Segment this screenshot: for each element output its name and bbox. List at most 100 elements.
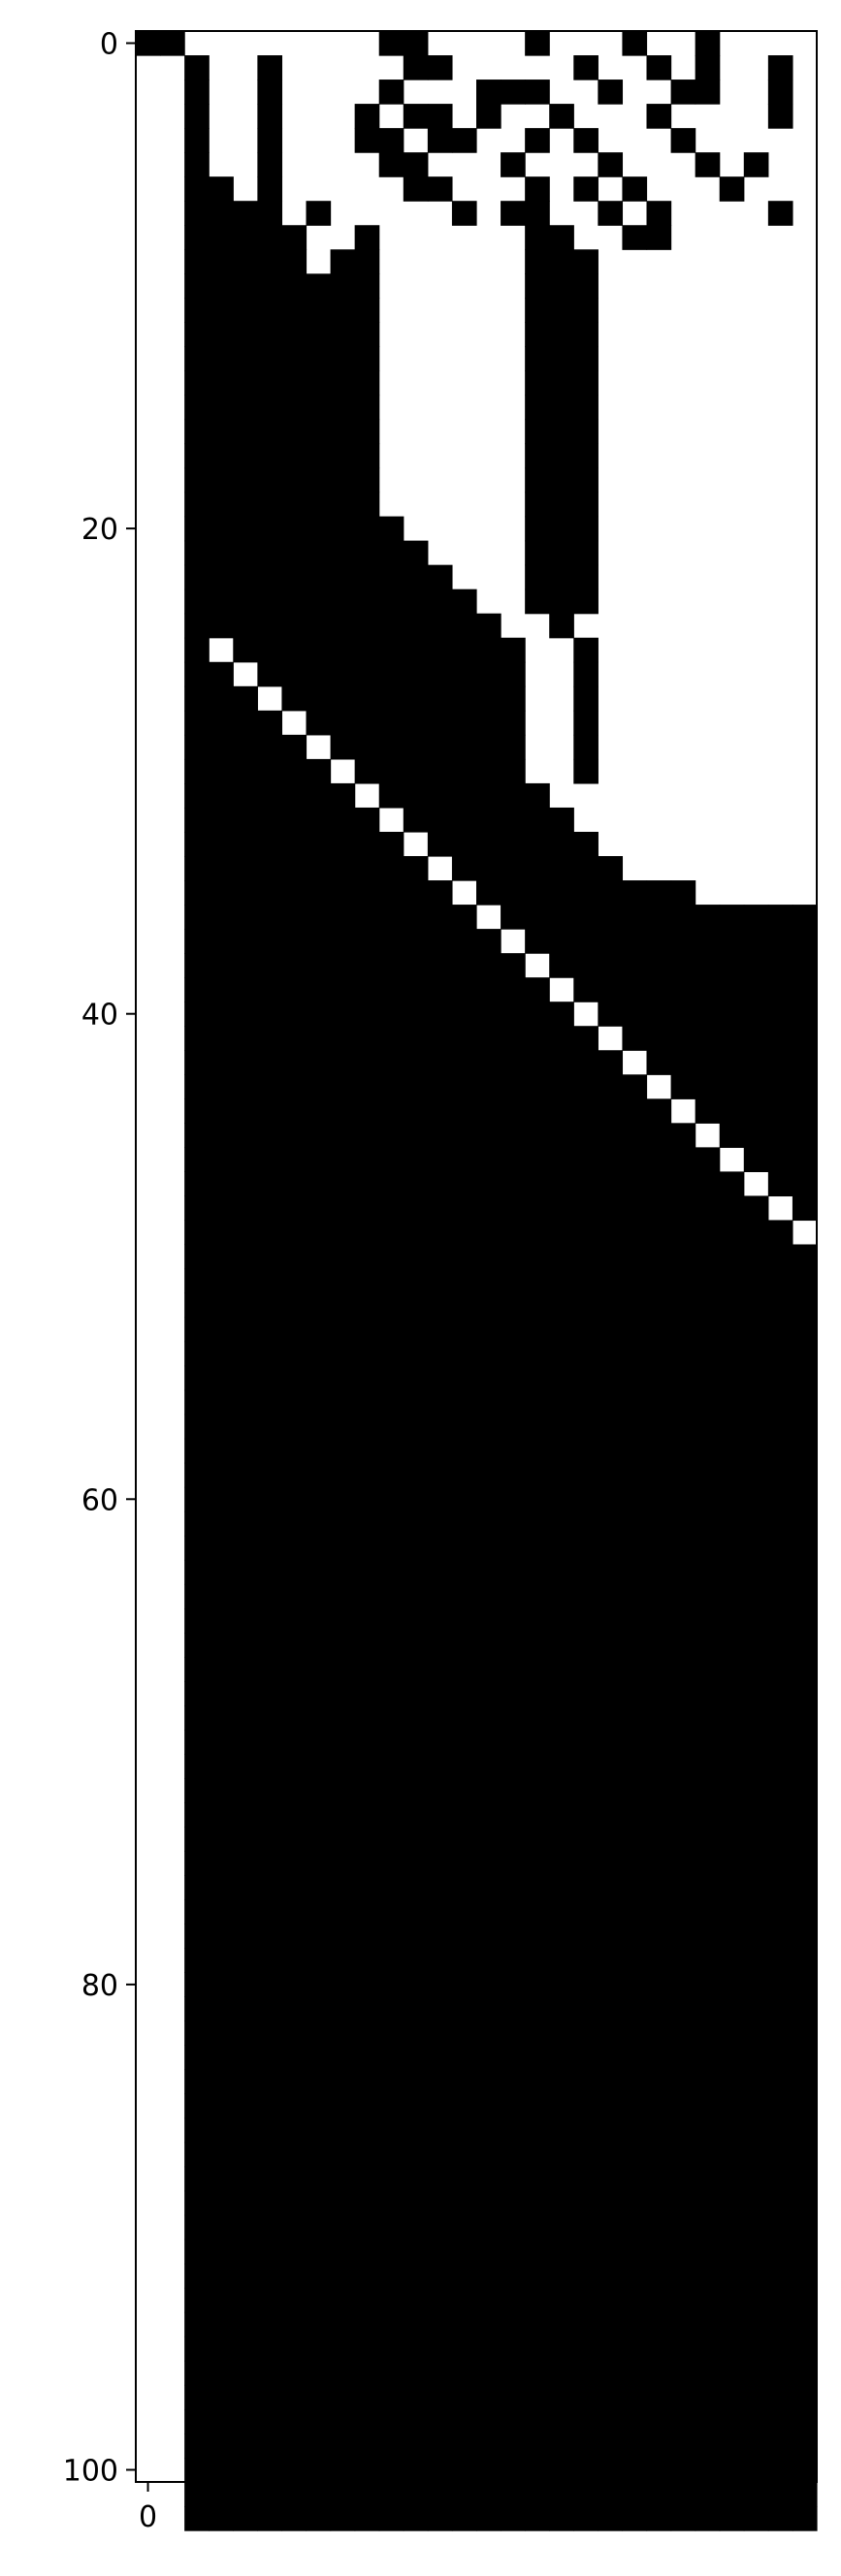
heatmap-cell	[573, 1681, 598, 1706]
heatmap-cell	[670, 1195, 696, 1222]
heatmap-cell	[451, 2433, 477, 2459]
heatmap-cell	[646, 1389, 672, 1415]
heatmap-cell	[525, 176, 550, 202]
heatmap-cell	[525, 395, 550, 421]
heatmap-cell	[451, 1171, 477, 1197]
heatmap-cell	[525, 2214, 550, 2241]
heatmap-cell	[549, 2433, 574, 2459]
heatmap-cell	[209, 201, 234, 226]
heatmap-cell	[646, 2360, 672, 2386]
heatmap-cell	[670, 1972, 696, 1998]
heatmap-cell	[549, 1827, 574, 1852]
heatmap-cell	[257, 2117, 283, 2144]
heatmap-cell	[209, 1486, 234, 1512]
heatmap-cell	[378, 1292, 404, 1319]
heatmap-cell	[281, 685, 307, 712]
heatmap-cell	[695, 2457, 721, 2483]
heatmap-cell	[209, 2166, 234, 2192]
heatmap-cell	[695, 1754, 721, 1779]
heatmap-cell	[719, 1948, 745, 1973]
heatmap-cell	[233, 1050, 258, 1075]
heatmap-cell	[767, 2287, 793, 2313]
heatmap-cell	[330, 1220, 356, 1246]
heatmap-cell	[330, 298, 356, 323]
x-tick-label: 0	[139, 2500, 157, 2534]
heatmap-cell	[378, 953, 404, 978]
heatmap-cell	[354, 346, 380, 372]
heatmap-cell	[719, 1559, 745, 1585]
heatmap-cell	[160, 31, 185, 56]
heatmap-cell	[378, 2433, 404, 2459]
heatmap-cell	[233, 2482, 258, 2507]
heatmap-cell	[427, 2263, 453, 2289]
heatmap-cell	[184, 1972, 210, 1998]
heatmap-cell	[233, 1195, 258, 1222]
heatmap-cell	[670, 2142, 696, 2168]
heatmap-cell	[233, 1656, 258, 1682]
heatmap-cell	[549, 1317, 574, 1343]
heatmap-cell	[330, 2020, 356, 2047]
heatmap-cell	[573, 1292, 598, 1319]
heatmap-cell	[184, 1535, 210, 1561]
heatmap-cell	[306, 807, 332, 833]
heatmap-cell	[598, 953, 624, 978]
heatmap-cell	[622, 1486, 648, 1512]
heatmap-cell	[257, 516, 283, 542]
heatmap-cell	[330, 1827, 356, 1852]
heatmap-cell	[792, 2336, 818, 2362]
heatmap-cell	[306, 1899, 332, 1924]
heatmap-cell	[427, 1511, 453, 1537]
heatmap-cell	[767, 1292, 793, 1319]
heatmap-cell	[743, 1195, 769, 1222]
heatmap-cell	[549, 564, 574, 590]
heatmap-cell	[209, 1147, 234, 1172]
heatmap-cell	[403, 176, 429, 202]
heatmap-cell	[719, 1754, 745, 1779]
heatmap-cell	[233, 2117, 258, 2144]
heatmap-cell	[670, 929, 696, 954]
heatmap-cell	[257, 346, 283, 372]
heatmap-cell	[622, 1875, 648, 1900]
heatmap-cell	[767, 1365, 793, 1391]
heatmap-cell	[257, 1583, 283, 1609]
heatmap-cell	[427, 953, 453, 978]
heatmap-cell	[354, 2069, 380, 2095]
heatmap-cell	[476, 1074, 501, 1099]
heatmap-cell	[573, 2190, 598, 2216]
heatmap-cell	[451, 2360, 477, 2386]
heatmap-cell	[622, 2239, 648, 2265]
heatmap-cell	[330, 856, 356, 881]
heatmap-cell	[403, 1147, 429, 1172]
heatmap-cell	[646, 1511, 672, 1537]
heatmap-cell	[451, 2214, 477, 2241]
heatmap-cell	[646, 1802, 672, 1828]
heatmap-cell	[767, 1438, 793, 1464]
heatmap-cell	[549, 467, 574, 493]
heatmap-cell	[476, 782, 501, 809]
heatmap-cell	[476, 1535, 501, 1561]
heatmap-cell	[792, 1632, 818, 1658]
heatmap-cell	[378, 977, 404, 1002]
heatmap-cell	[622, 1851, 648, 1876]
heatmap-cell	[184, 2311, 210, 2337]
heatmap-cell	[598, 1002, 624, 1027]
heatmap-cell	[209, 2117, 234, 2144]
heatmap-cell	[257, 661, 283, 687]
heatmap-cell	[622, 2287, 648, 2313]
heatmap-cell	[281, 2190, 307, 2216]
heatmap-cell	[573, 564, 598, 590]
heatmap-cell	[719, 977, 745, 1002]
heatmap-cell	[792, 1972, 818, 1998]
heatmap-cell	[525, 1123, 550, 1148]
heatmap-cell	[646, 2408, 672, 2434]
heatmap-cell	[476, 2117, 501, 2144]
heatmap-cell	[743, 1486, 769, 1512]
heatmap-cell	[378, 831, 404, 857]
heatmap-cell	[501, 1705, 526, 1731]
heatmap-cell	[281, 782, 307, 809]
heatmap-cell	[306, 1607, 332, 1634]
heatmap-cell	[525, 80, 550, 105]
heatmap-cell	[306, 2433, 332, 2459]
heatmap-cell	[646, 1705, 672, 1731]
heatmap-cell	[184, 2166, 210, 2192]
